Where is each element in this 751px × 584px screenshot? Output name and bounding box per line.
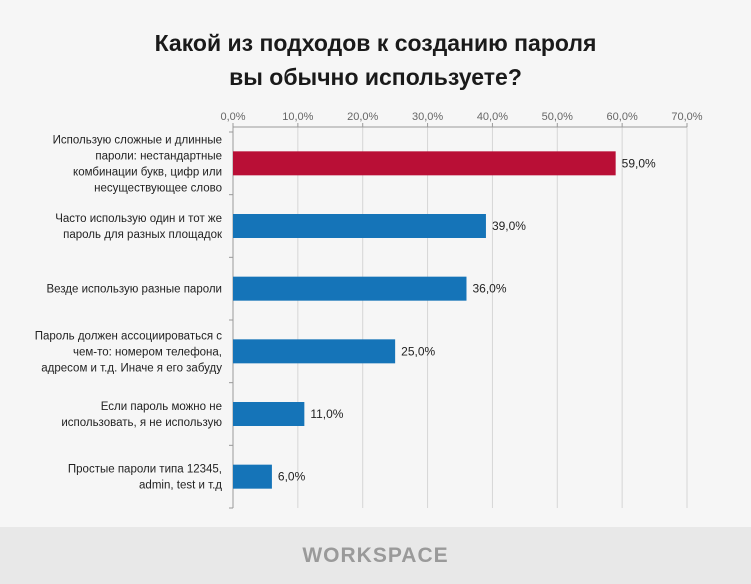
x-tick-label: 30,0% (412, 111, 443, 123)
data-label: 6,0% (278, 470, 306, 484)
data-label: 36,0% (472, 282, 506, 296)
x-tick-label: 0,0% (220, 111, 245, 123)
workspace-logo: WORKSPACE (302, 544, 449, 567)
data-label: 25,0% (401, 344, 435, 358)
x-tick-label: 50,0% (542, 111, 573, 123)
bar (233, 402, 305, 426)
x-tick-label: 70,0% (671, 111, 702, 123)
x-tick-label: 10,0% (282, 111, 313, 123)
category-label: адресом и т.д. Иначе я его забуду (41, 362, 222, 374)
bar (233, 151, 616, 176)
x-tick-label: 20,0% (347, 111, 378, 123)
bar-chart: 0,0% 10,0% 20,0% 30,0% 40,0% 50,0% 60,0% 70,0% 5… (35, 111, 703, 509)
category-label: комбинации букв, цифр или (73, 166, 222, 178)
category-label: несуществующее слово (94, 182, 222, 194)
category-label: пароли: нестандартные (95, 150, 222, 162)
data-label: 39,0% (492, 219, 526, 233)
category-label: Везде использую разные пароли (46, 284, 222, 296)
chart-title: Какой из подходов к созданию пароля вы о… (0, 26, 751, 94)
x-tick-label: 40,0% (477, 111, 508, 123)
category-label: Пароль должен ассоциироваться с (35, 330, 222, 342)
category-label: Если пароль можно не (101, 401, 222, 413)
category-label: admin, test и т.д (139, 480, 222, 492)
footer: WORKSPACE (0, 527, 751, 584)
category-label: Использую сложные и длинные (53, 134, 222, 146)
category-label: использовать, я не использую (61, 417, 222, 429)
chart-title-line-1: Какой из подходов к созданию пароля (154, 30, 597, 56)
x-tick-label: 60,0% (607, 111, 638, 123)
category-label: Простые пароли типа 12345, (68, 464, 222, 476)
category-label: Часто использую один и тот же (55, 213, 222, 225)
data-label: 11,0% (310, 407, 343, 421)
bar (233, 464, 272, 489)
bar (233, 339, 396, 364)
bar (233, 214, 486, 238)
chart-title-line-2: вы обычно используете? (229, 64, 522, 90)
category-label: чем-то: номером телефона, (73, 346, 222, 358)
data-label: 59,0% (622, 156, 656, 170)
bar (233, 276, 467, 301)
category-label: пароль для разных площадок (63, 229, 223, 241)
